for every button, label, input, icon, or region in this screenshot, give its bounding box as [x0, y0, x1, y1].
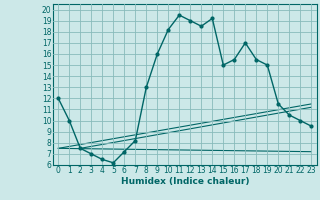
X-axis label: Humidex (Indice chaleur): Humidex (Indice chaleur): [121, 177, 249, 186]
